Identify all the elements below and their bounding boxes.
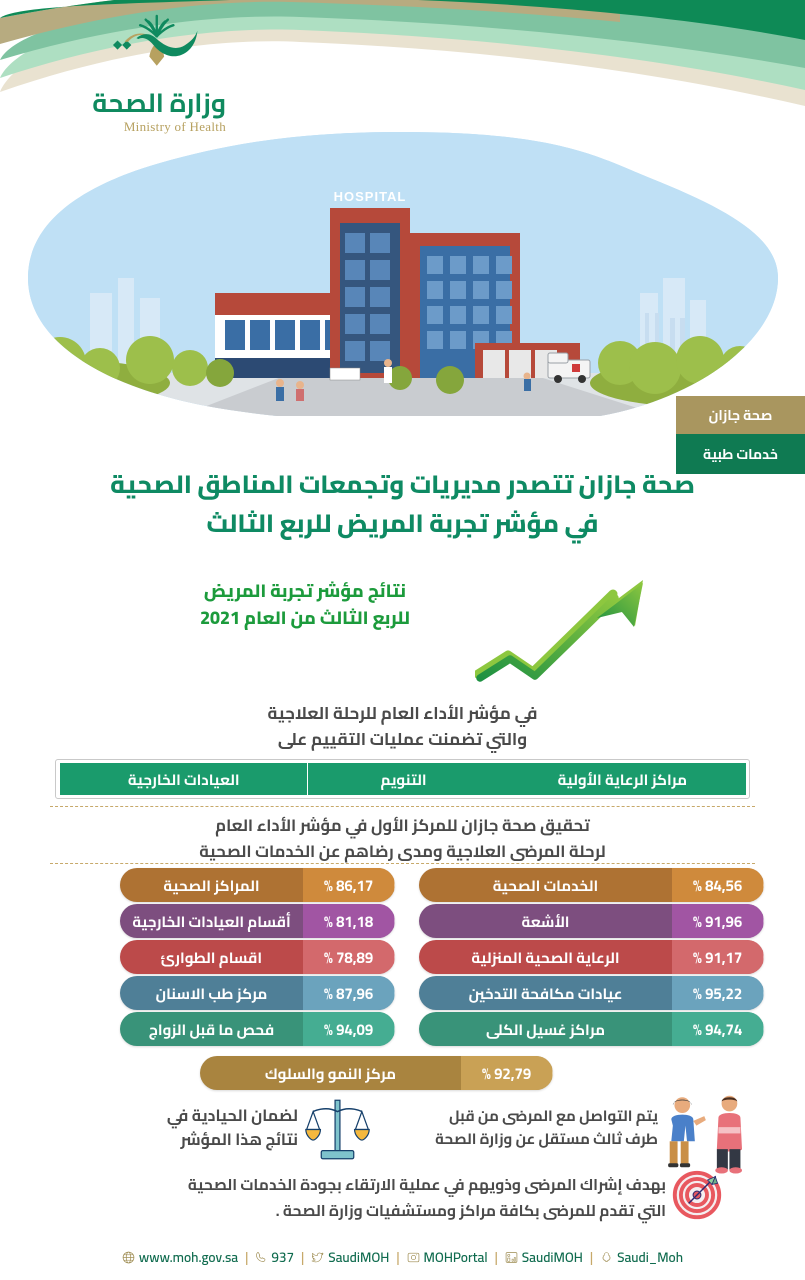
- svg-text:HOSPITAL: HOSPITAL: [334, 189, 407, 204]
